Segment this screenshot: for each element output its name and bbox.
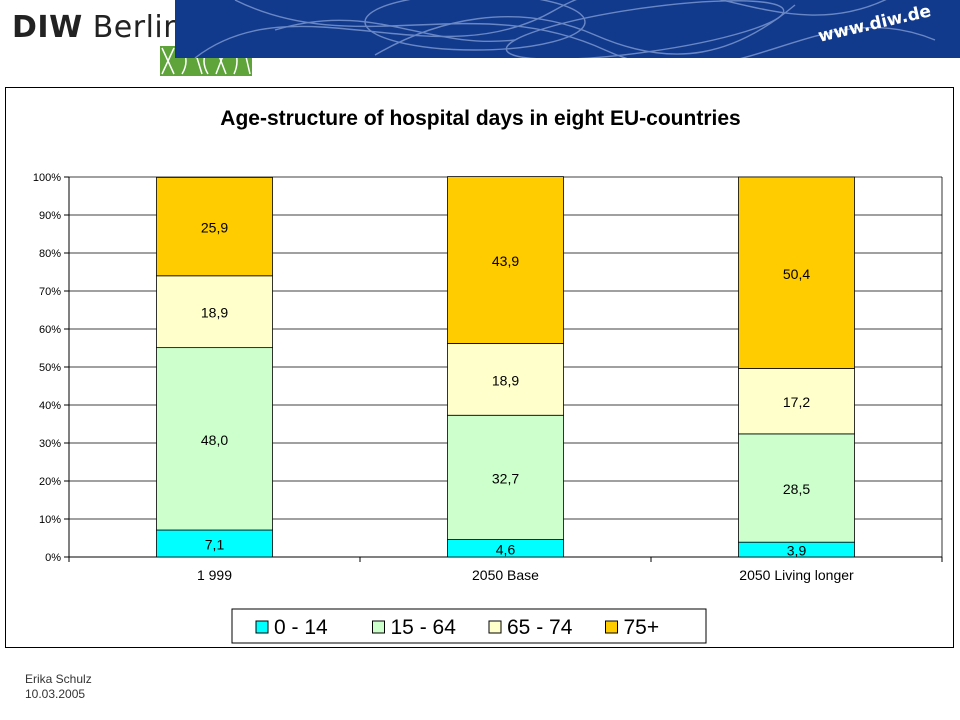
data-label: 3,9 — [787, 543, 807, 559]
legend-box — [231, 608, 707, 644]
x-tick-label: 2050 Base — [472, 567, 539, 583]
bar-segment — [447, 176, 564, 344]
header: DIW Berlin www.diw.de — [0, 0, 960, 80]
author-name: Erika Schulz — [25, 672, 92, 686]
bar-segment — [738, 433, 855, 543]
data-label: 48,0 — [201, 432, 228, 448]
legend-swatch — [255, 620, 269, 634]
data-label: 28,5 — [783, 481, 810, 497]
y-tick-label: 20% — [39, 476, 61, 488]
stacked-bar-chart: 0% 10% 20% 30% 40% 50% 60% 70% 80% 90% 100% 7,1 48,0… — [33, 172, 943, 644]
header-banner: www.diw.de — [175, 0, 960, 58]
logo-bold: DIW — [12, 10, 83, 45]
data-label: 25,9 — [201, 220, 228, 236]
chart-frame: Age-structure of hospital days in eight … — [5, 87, 954, 648]
bar-segment — [156, 275, 273, 349]
data-label: 50,4 — [783, 266, 810, 282]
y-tick-label: 90% — [39, 210, 61, 222]
bar-segment — [156, 347, 273, 531]
bar-segment — [156, 529, 273, 558]
legend-label: 75+ — [624, 616, 660, 639]
x-tick-label: 2050 Living longer — [739, 567, 854, 583]
bar-segment — [447, 343, 564, 416]
legend-swatch — [488, 620, 502, 634]
legend-label: 15 - 64 — [391, 616, 457, 639]
legend-label: 65 - 74 — [507, 616, 573, 639]
y-tick-label: 30% — [39, 438, 61, 450]
legend-label: 0 - 14 — [274, 616, 328, 639]
y-tick-label: 80% — [39, 248, 61, 260]
y-tick-label: 50% — [39, 362, 61, 374]
bar-segment — [156, 176, 273, 277]
logo-rest: Berlin — [92, 10, 183, 45]
data-label: 18,9 — [201, 305, 228, 321]
bar-segment — [738, 368, 855, 435]
data-label: 17,2 — [783, 394, 810, 410]
chart-title: Age-structure of hospital days in eight … — [220, 107, 741, 130]
bar-segment — [447, 414, 564, 540]
y-tick-label: 40% — [39, 400, 61, 412]
data-label: 4,6 — [496, 541, 516, 557]
legend-swatch — [372, 620, 385, 634]
data-label: 43,9 — [492, 253, 519, 269]
y-tick-label: 0% — [45, 552, 61, 564]
diw-logo: DIW Berlin — [12, 10, 183, 45]
legend-swatch — [605, 620, 618, 634]
presentation-date: 10.03.2005 — [25, 687, 86, 701]
footer: Erika Schulz 10.03.2005 — [25, 672, 92, 702]
x-tick-label: 1 999 — [197, 567, 232, 583]
bar-segment — [738, 176, 855, 369]
data-label: 18,9 — [492, 372, 519, 388]
y-tick-label: 10% — [39, 514, 61, 526]
data-label: 32,7 — [492, 470, 519, 486]
data-label: 7,1 — [205, 537, 225, 553]
y-tick-label: 100% — [33, 172, 61, 184]
y-tick-label: 60% — [39, 324, 61, 336]
y-tick-label: 70% — [39, 286, 61, 298]
